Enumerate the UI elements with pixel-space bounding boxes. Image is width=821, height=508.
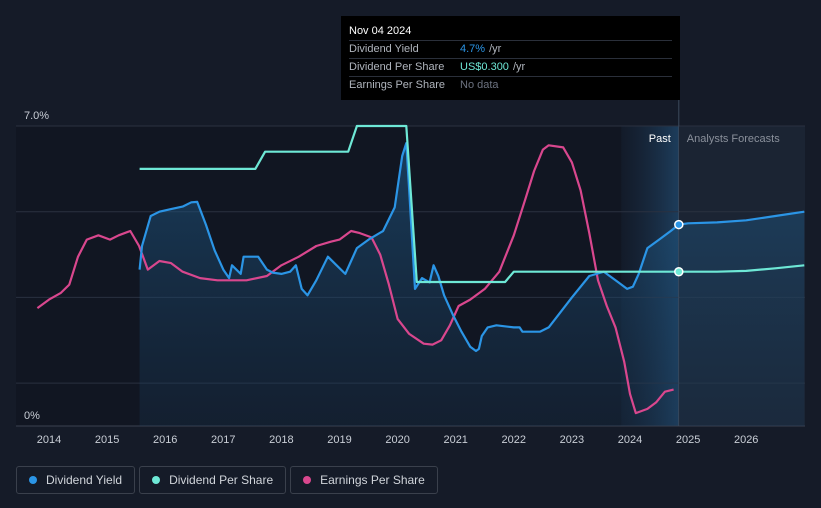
x-tick-label: 2022: [502, 434, 526, 446]
tooltip-value: US$0.300: [460, 61, 509, 73]
legend-label: Dividend Yield: [46, 473, 123, 487]
x-tick-label: 2020: [385, 434, 409, 446]
legend-dividend-yield[interactable]: Dividend Yield: [16, 466, 136, 494]
x-tick-label: 2024: [618, 434, 642, 446]
legend-label: Dividend Per Share: [169, 473, 274, 487]
x-tick-label: 2023: [560, 434, 584, 446]
x-tick-label: 2025: [676, 434, 700, 446]
tooltip-date: Nov 04 2024: [349, 25, 412, 37]
legend-dot-icon: [152, 476, 161, 484]
legend-label: Earnings Per Share: [320, 473, 425, 487]
hover-tooltip: Nov 04 2024 Dividend Yield 4.7% /yr Divi…: [341, 16, 680, 100]
tooltip-label: Dividend Yield: [349, 43, 419, 55]
dividend-chart: 7.0% 0% 2014 2015 2016 2017 2018 2019 2020 2021 20…: [16, 100, 805, 446]
dividend-per-share-marker: [674, 266, 684, 277]
tooltip-row-dividend-yield: Dividend Yield 4.7% /yr: [349, 40, 672, 58]
forecast-label: Analysts Forecasts: [687, 133, 780, 145]
x-tick-label: 2021: [443, 434, 467, 446]
chart-legend: Dividend Yield Dividend Per Share Earnin…: [16, 466, 438, 494]
past-label: Past: [649, 133, 671, 145]
tooltip-row-dividend-per-share: Dividend Per Share US$0.300 /yr: [349, 58, 672, 76]
earnings-per-share-line: [36, 144, 674, 415]
x-tick-label: 2016: [153, 434, 177, 446]
x-tick-label: 2026: [734, 434, 758, 446]
x-tick-label: 2019: [327, 434, 351, 446]
y-tick-label: 0%: [24, 410, 40, 422]
dividend-yield-area: [139, 143, 805, 426]
tooltip-no-data: No data: [460, 79, 499, 91]
y-tick-label: 7.0%: [24, 110, 49, 122]
x-tick-label: 2018: [269, 434, 293, 446]
legend-dot-icon: [29, 476, 37, 484]
dividend-yield-line: [138, 142, 805, 353]
tooltip-unit: /yr: [489, 43, 502, 55]
legend-dot-icon: [303, 476, 312, 484]
dividend-per-share-line: [139, 124, 805, 284]
tooltip-label: Earnings Per Share: [349, 79, 445, 91]
tooltip-row-earnings-per-share: Earnings Per Share No data: [349, 76, 672, 94]
x-tick-label: 2017: [211, 434, 235, 446]
legend-earnings-per-share[interactable]: Earnings Per Share: [290, 466, 438, 494]
tooltip-unit: /yr: [512, 61, 526, 73]
x-tick-label: 2014: [37, 434, 61, 446]
tooltip-label: Dividend Per Share: [349, 61, 445, 73]
x-tick-label: 2015: [95, 434, 119, 446]
legend-dividend-per-share[interactable]: Dividend Per Share: [139, 466, 287, 494]
dividend-yield-marker: [674, 219, 684, 230]
tooltip-value: 4.7%: [460, 43, 486, 55]
